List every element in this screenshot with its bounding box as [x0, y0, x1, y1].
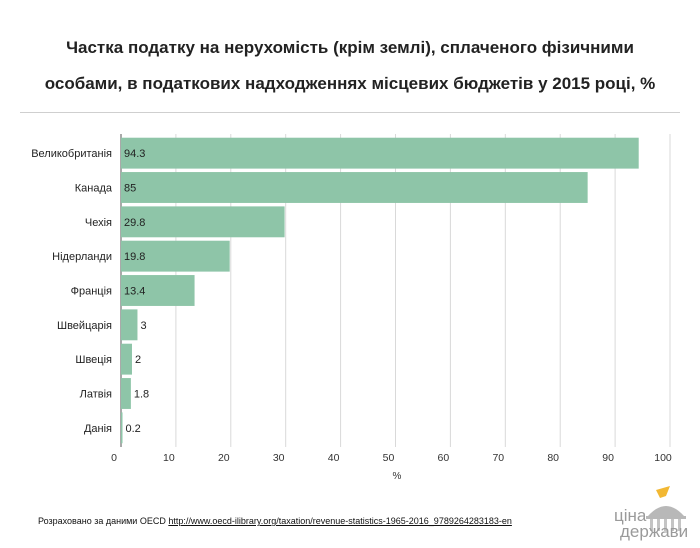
- value-label: 94.3: [124, 148, 145, 160]
- x-axis-label: %: [393, 471, 402, 482]
- bar: [121, 378, 131, 409]
- bar: [121, 206, 285, 238]
- x-tick-label: 60: [438, 452, 450, 464]
- x-tick-label: 100: [654, 452, 672, 464]
- bar: [121, 343, 132, 375]
- source-note: Розраховано за даними OECD http://www.oe…: [38, 516, 512, 526]
- category-label: Швеція: [75, 354, 112, 366]
- value-label: 13.4: [124, 286, 145, 298]
- logo: ціна держави: [604, 486, 696, 546]
- dome-icon: [648, 506, 684, 516]
- bar: [121, 172, 588, 203]
- logo-text-line1: ціна: [614, 506, 647, 525]
- chart-title-line1: Частка податку на нерухомість (крім земл…: [66, 38, 634, 57]
- x-tick-labels: 0 10 20 30 40 50 60 70 80 90 100: [111, 452, 672, 464]
- title-divider: [20, 112, 680, 113]
- value-label: 2: [135, 354, 141, 366]
- chart-title-line2: особами, в податкових надходженнях місце…: [44, 74, 656, 93]
- x-tick-label: 10: [163, 452, 175, 464]
- bar: [121, 137, 639, 169]
- flag-icon: [656, 486, 670, 498]
- category-label: Великобританія: [31, 148, 112, 160]
- category-labels: Великобританія Канада Чехія Нідерланди Франц…: [31, 148, 113, 435]
- x-tick-label: 0: [111, 452, 117, 464]
- x-tick-label: 80: [547, 452, 559, 464]
- category-label: Нідерланди: [52, 251, 112, 263]
- bars: [121, 137, 639, 444]
- value-label: 19.8: [124, 251, 145, 263]
- bar: [121, 240, 230, 272]
- source-link[interactable]: http://www.oecd-ilibrary.org/taxation/re…: [168, 516, 512, 526]
- category-label: Чехія: [85, 217, 112, 229]
- category-label: Данія: [84, 423, 112, 435]
- value-label: 3: [140, 320, 146, 332]
- logo-text-line2: держави: [620, 522, 689, 541]
- x-tick-label: 30: [273, 452, 285, 464]
- x-tick-label: 70: [492, 452, 504, 464]
- value-label: 29.8: [124, 217, 145, 229]
- source-prefix: Розраховано за даними OECD: [38, 516, 166, 526]
- x-tick-label: 90: [602, 452, 614, 464]
- value-labels: 94.3 85 29.8 19.8 13.4 3 2 1.8 0.2: [124, 148, 149, 435]
- category-label: Франція: [71, 286, 112, 298]
- x-tick-label: 50: [383, 452, 395, 464]
- category-label: Латвія: [80, 389, 112, 401]
- bar: [121, 412, 123, 444]
- x-tick-label: 40: [328, 452, 340, 464]
- x-tick-label: 20: [218, 452, 230, 464]
- value-label: 0.2: [126, 423, 141, 435]
- category-label: Канада: [75, 183, 113, 195]
- category-label: Швейцарія: [57, 320, 112, 332]
- bar: [121, 275, 195, 306]
- bar: [121, 309, 138, 341]
- value-label: 85: [124, 183, 136, 195]
- bar-chart: Великобританія Канада Чехія Нідерланди Франц…: [31, 134, 672, 482]
- building-icon: [646, 486, 686, 531]
- value-label: 1.8: [134, 389, 149, 401]
